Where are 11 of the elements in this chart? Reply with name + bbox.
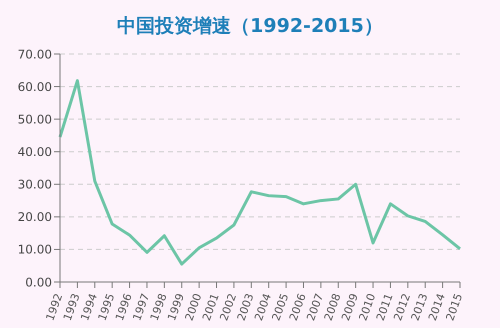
x-tick-label: 2015 [443, 292, 466, 322]
y-tick-label: 10.00 [18, 242, 52, 257]
line-series [58, 79, 462, 266]
y-tick-label: 50.00 [18, 112, 52, 126]
y-tick-label: 40.00 [18, 144, 52, 159]
chart-title: 中国投资增速（1992-2015） [116, 14, 384, 39]
y-tick-label: 0.00 [25, 275, 52, 290]
y-tick-label: 30.00 [18, 178, 52, 192]
y-tick-label: 70.00 [18, 47, 52, 62]
y-tick-label: 60.00 [18, 80, 52, 94]
y-tick-label: 20.00 [18, 210, 52, 224]
